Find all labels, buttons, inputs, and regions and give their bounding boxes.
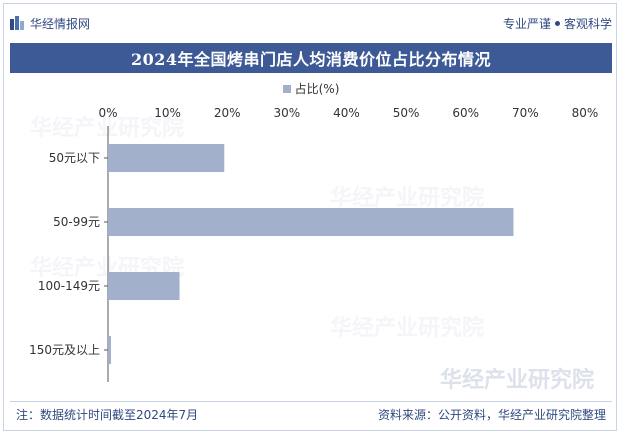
brand-name: 华经情报网 xyxy=(30,16,91,31)
logo-icon xyxy=(10,16,24,30)
chart-title-bar: 2024年全国烤串门店人均消费价位占比分布情况 xyxy=(10,43,612,73)
bar xyxy=(108,336,111,364)
footer: 注：数据统计时间截至2024年7月 资料来源：公开资料，华经产业研究院整理 xyxy=(10,401,612,427)
slogan: 专业严谨 客观科学 xyxy=(503,15,612,32)
category-label: 150元及以上 xyxy=(29,343,100,357)
bullet-icon xyxy=(554,20,560,26)
x-tick-label: 40% xyxy=(333,106,360,120)
brand[interactable]: 华经情报网 xyxy=(10,15,90,32)
x-tick-label: 30% xyxy=(274,106,301,120)
x-tick-label: 0% xyxy=(98,106,117,120)
bar xyxy=(108,272,180,300)
footer-source: 资料来源：公开资料，华经产业研究院整理 xyxy=(377,408,606,422)
legend[interactable]: 占比(%) xyxy=(0,80,622,97)
chart-title: 2024年全国烤串门店人均消费价位占比分布情况 xyxy=(130,50,492,69)
x-tick-label: 70% xyxy=(512,106,539,120)
x-tick-label: 10% xyxy=(154,106,181,120)
bar xyxy=(108,144,225,172)
category-label: 100-149元 xyxy=(38,279,100,293)
top-bar: 华经情报网 专业严谨 客观科学 xyxy=(10,10,612,36)
slogan-left: 专业严谨 xyxy=(502,16,551,31)
category-label: 50-99元 xyxy=(53,215,100,229)
legend-label: 占比(%) xyxy=(294,82,340,96)
slogan-right: 客观科学 xyxy=(563,16,612,31)
x-tick-label: 60% xyxy=(452,106,479,120)
x-tick-label: 50% xyxy=(393,106,420,120)
x-tick-label: 80% xyxy=(572,106,599,120)
chart-frame xyxy=(3,3,617,431)
legend-swatch xyxy=(282,84,291,93)
footer-note: 注：数据统计时间截至2024年7月 xyxy=(16,408,199,422)
x-tick-label: 20% xyxy=(214,106,241,120)
category-label: 50元以下 xyxy=(49,151,100,165)
bar xyxy=(108,208,514,236)
